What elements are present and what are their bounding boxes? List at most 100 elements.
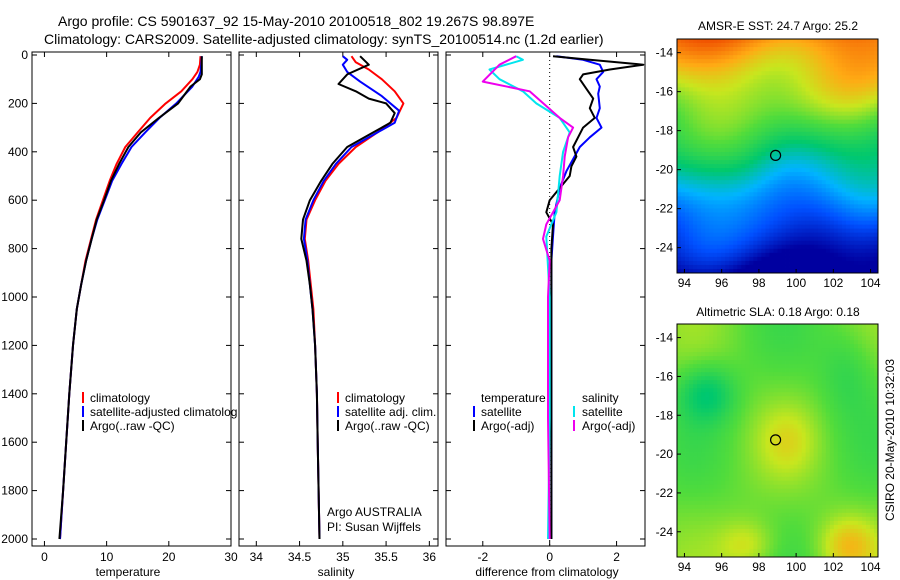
heatmap-cell bbox=[857, 428, 863, 433]
heatmap-cell bbox=[749, 360, 754, 365]
heatmap-cell bbox=[829, 216, 835, 221]
heatmap-cell bbox=[785, 440, 790, 445]
heatmap-cell bbox=[745, 184, 750, 189]
heatmap-cell bbox=[781, 204, 786, 209]
heatmap-cell bbox=[757, 184, 762, 189]
heatmap-cell bbox=[801, 352, 807, 357]
heatmap-cell bbox=[813, 127, 819, 133]
heatmap-cell bbox=[833, 236, 839, 242]
heatmap-cell bbox=[737, 332, 742, 337]
heatmap-cell bbox=[693, 364, 698, 369]
heatmap-cell bbox=[813, 388, 819, 393]
heatmap-cell bbox=[725, 428, 730, 433]
heatmap-cell bbox=[721, 460, 726, 466]
heatmap-cell bbox=[769, 47, 774, 52]
heatmap-cell bbox=[801, 376, 807, 381]
heatmap-cell bbox=[761, 95, 766, 100]
heatmap-cell bbox=[757, 160, 762, 165]
heatmap-cell bbox=[769, 360, 774, 365]
heatmap-cell bbox=[749, 252, 754, 258]
heatmap-cell bbox=[689, 143, 694, 149]
heatmap-cell bbox=[733, 392, 738, 397]
heatmap-cell bbox=[825, 123, 831, 129]
heatmap-cell bbox=[757, 404, 762, 409]
heatmap-cell bbox=[741, 444, 746, 449]
heatmap-cell bbox=[845, 376, 851, 381]
heatmap-cell bbox=[729, 448, 734, 453]
heatmap-cell bbox=[797, 236, 803, 242]
heatmap-cell bbox=[789, 79, 794, 84]
heatmap-cell bbox=[761, 71, 766, 76]
heatmap-cell bbox=[717, 380, 722, 385]
heatmap-cell bbox=[781, 260, 786, 266]
heatmap-cell bbox=[681, 143, 686, 149]
heatmap-cell bbox=[729, 380, 734, 385]
heatmap-cell bbox=[697, 364, 702, 369]
heatmap-cell bbox=[681, 160, 686, 165]
heatmap-cell bbox=[829, 220, 835, 225]
heatmap-cell bbox=[833, 428, 839, 433]
heatmap-cell bbox=[737, 91, 742, 96]
heatmap-cell bbox=[749, 412, 754, 417]
heatmap-cell bbox=[713, 356, 718, 361]
heatmap-cell bbox=[809, 328, 815, 333]
heatmap-cell bbox=[685, 472, 690, 478]
heatmap-cell bbox=[785, 115, 790, 121]
heatmap-cell bbox=[805, 232, 811, 238]
heatmap-cell bbox=[705, 79, 710, 84]
heatmap-cell bbox=[869, 424, 875, 429]
heatmap-cell bbox=[709, 224, 714, 230]
heatmap-cell bbox=[817, 59, 823, 64]
heatmap-cell bbox=[797, 424, 803, 429]
heatmap-cell bbox=[765, 55, 770, 60]
heatmap-cell bbox=[817, 127, 823, 133]
heatmap-cell bbox=[737, 156, 742, 161]
heatmap-cell bbox=[709, 176, 714, 181]
heatmap-cell bbox=[809, 39, 815, 44]
heatmap-cell bbox=[849, 452, 855, 457]
heatmap-cell bbox=[717, 67, 722, 72]
heatmap-cell bbox=[797, 468, 803, 474]
heatmap-cell bbox=[713, 131, 718, 137]
heatmap-cell bbox=[849, 444, 855, 449]
heatmap-cell bbox=[677, 240, 682, 246]
heatmap-cell bbox=[793, 147, 798, 153]
heatmap-cell bbox=[777, 424, 782, 429]
heatmap-cell bbox=[753, 420, 758, 425]
heatmap-cell bbox=[769, 444, 774, 449]
heatmap-cell bbox=[853, 43, 859, 48]
heatmap-cell bbox=[829, 436, 835, 441]
heatmap-cell bbox=[813, 432, 819, 437]
heatmap-cell bbox=[813, 240, 819, 246]
heatmap-cell bbox=[713, 168, 718, 173]
heatmap-cell bbox=[721, 79, 726, 84]
heatmap-cell bbox=[837, 456, 843, 461]
heatmap-cell bbox=[697, 83, 702, 88]
heatmap-cell bbox=[697, 432, 702, 437]
heatmap-cell bbox=[837, 224, 843, 230]
heatmap-cell bbox=[737, 260, 742, 266]
heatmap-cell bbox=[733, 368, 738, 373]
heatmap-cell bbox=[733, 372, 738, 377]
heatmap-cell bbox=[737, 252, 742, 258]
heatmap-cell bbox=[781, 328, 786, 333]
heatmap-cell bbox=[833, 440, 839, 445]
heatmap-cell bbox=[841, 412, 847, 417]
heatmap-cell bbox=[829, 75, 835, 80]
heatmap-cell bbox=[781, 384, 786, 389]
heatmap-cell bbox=[773, 135, 778, 141]
heatmap-cell bbox=[677, 420, 682, 425]
heatmap-cell bbox=[781, 440, 786, 445]
heatmap-cell bbox=[821, 103, 827, 108]
heatmap-cell bbox=[809, 63, 815, 68]
heatmap-cell bbox=[709, 87, 714, 92]
heatmap-cell bbox=[685, 468, 690, 474]
heatmap-cell bbox=[781, 360, 786, 365]
heatmap-cell bbox=[833, 256, 839, 262]
heatmap-cell bbox=[733, 83, 738, 88]
heatmap-cell bbox=[825, 368, 831, 373]
heatmap-cell bbox=[697, 135, 702, 141]
heatmap-cell bbox=[781, 452, 786, 457]
heatmap-cell bbox=[865, 192, 871, 197]
heatmap-cell bbox=[677, 444, 682, 449]
